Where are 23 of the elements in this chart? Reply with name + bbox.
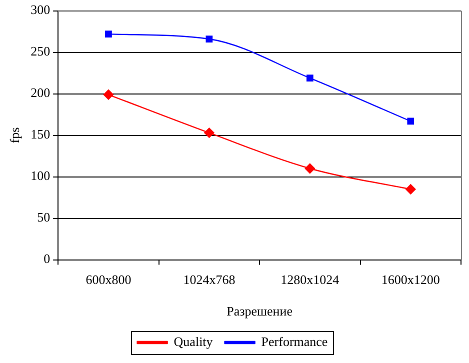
y-tick-label: 0	[44, 251, 50, 266]
point	[206, 36, 213, 42]
point	[407, 118, 414, 125]
y-tick-label: 250	[30, 44, 50, 59]
y-tick-label: 50	[37, 210, 50, 225]
y-tick-label: 150	[30, 126, 50, 142]
legend-label: Quality	[174, 334, 214, 349]
x-tick-label: 1280x1024	[280, 272, 340, 288]
point	[304, 163, 316, 174]
point	[204, 128, 214, 138]
y-axis-title: fps	[7, 127, 22, 144]
y-tick-label: 200	[30, 85, 50, 100]
point	[103, 90, 114, 100]
x-tick-label: 600x800	[86, 272, 132, 288]
point	[406, 184, 416, 194]
point	[105, 30, 112, 38]
y-tick-label: 100	[30, 168, 50, 184]
point	[306, 74, 314, 82]
x-tick-label: 1600x1200	[381, 272, 440, 288]
x-axis-title: Разрешение	[226, 304, 293, 319]
y-tick-label: 300	[30, 2, 50, 18]
legend-label: Performance	[261, 334, 328, 349]
x-tick-label: 1024x768	[183, 272, 236, 288]
